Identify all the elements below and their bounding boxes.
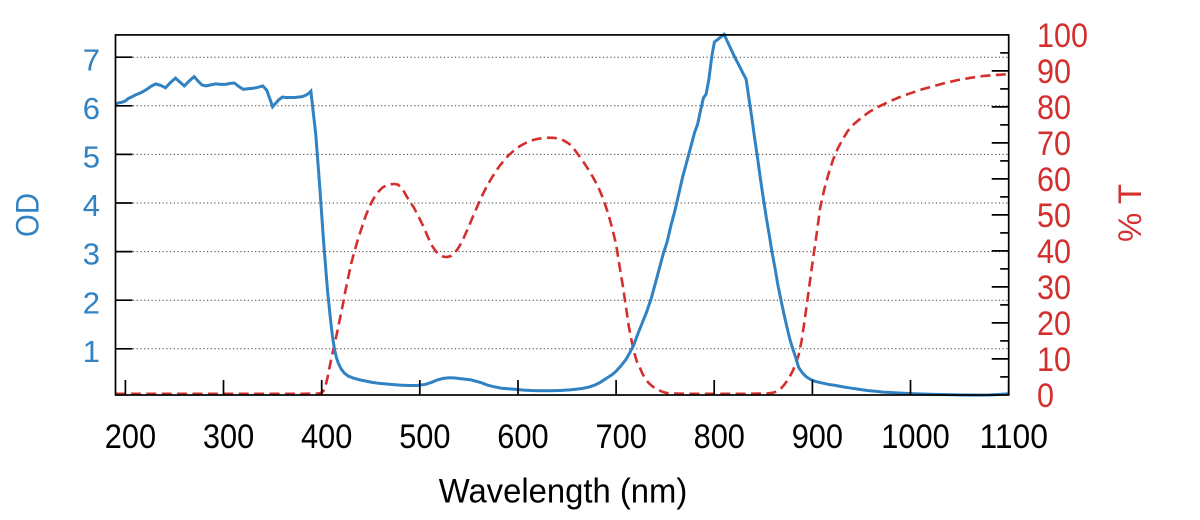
svg-text:Wavelength (nm): Wavelength (nm) [439,473,688,511]
svg-text:2: 2 [83,285,100,320]
svg-text:900: 900 [792,418,843,456]
svg-text:700: 700 [596,418,647,456]
svg-text:1000: 1000 [881,418,949,456]
svg-text:600: 600 [497,418,548,456]
svg-text:500: 500 [399,418,450,456]
svg-text:40: 40 [1037,233,1071,271]
svg-text:1: 1 [83,334,100,369]
svg-text:7: 7 [83,42,100,77]
svg-text:1100: 1100 [980,418,1048,456]
svg-text:5: 5 [83,140,100,175]
svg-text:800: 800 [694,418,745,456]
svg-text:100: 100 [1037,17,1088,55]
svg-text:20: 20 [1037,305,1071,343]
svg-text:60: 60 [1037,161,1071,199]
svg-text:50: 50 [1037,197,1071,235]
svg-text:80: 80 [1037,89,1071,127]
svg-text:6: 6 [83,91,100,126]
svg-text:200: 200 [105,418,156,456]
svg-text:10: 10 [1037,341,1071,379]
svg-text:90: 90 [1037,53,1071,91]
svg-text:3: 3 [83,237,100,272]
svg-text:0: 0 [1037,377,1054,415]
svg-text:30: 30 [1037,269,1071,307]
svg-text:400: 400 [301,418,352,456]
svg-text:4: 4 [83,188,100,223]
svg-text:300: 300 [203,418,254,456]
svg-text:70: 70 [1037,125,1071,163]
svg-text:% T: % T [1112,184,1148,242]
svg-text:OD: OD [10,193,46,237]
